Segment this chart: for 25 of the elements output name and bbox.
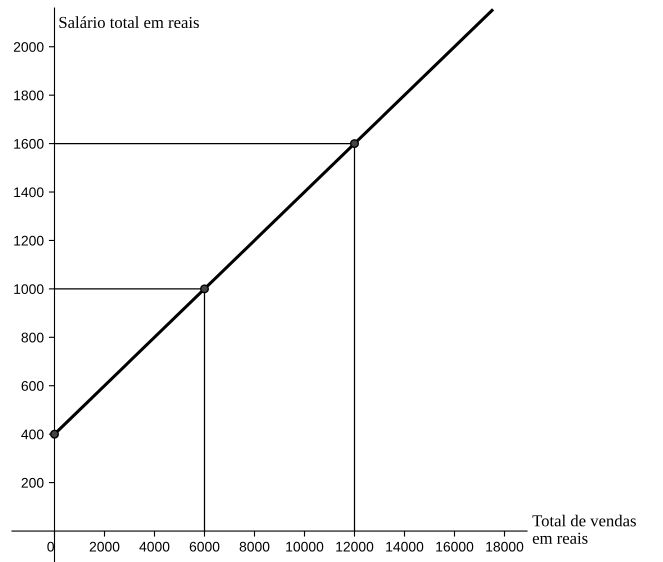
y-tick-label: 800 bbox=[22, 332, 44, 342]
x-tick-label: 0 bbox=[47, 542, 54, 552]
point bbox=[200, 284, 209, 294]
y-tick-label: 1800 bbox=[14, 90, 44, 100]
y-tick-label: 1000 bbox=[14, 284, 44, 294]
point bbox=[350, 139, 359, 148]
x-tick-label: 4000 bbox=[139, 542, 170, 552]
x-tick-label: 18000 bbox=[486, 542, 524, 552]
y-tick-label: 600 bbox=[22, 381, 44, 391]
y-tick-label: 1600 bbox=[14, 138, 44, 149]
x-tick-label: 10000 bbox=[286, 542, 324, 552]
y-axis-title: Salário total em reais bbox=[59, 16, 199, 28]
y-tick-label: 2000 bbox=[14, 42, 44, 52]
y-tick-label: 200 bbox=[22, 478, 44, 488]
y-tick-label: 1200 bbox=[14, 236, 44, 246]
x-tick-label: 12000 bbox=[336, 542, 374, 552]
x-tick-label: 16000 bbox=[436, 542, 474, 552]
x-tick-label: 2000 bbox=[90, 542, 120, 552]
y-tick-label: 400 bbox=[21, 429, 44, 440]
x-axis-title: Total de vendas em reais bbox=[532, 514, 636, 544]
x-tick-label: 8000 bbox=[240, 542, 270, 552]
x-tick-label: 6000 bbox=[190, 542, 220, 552]
y-tick-label: 1400 bbox=[14, 187, 44, 198]
point bbox=[50, 430, 59, 439]
x-tick-label: 14000 bbox=[386, 542, 424, 552]
